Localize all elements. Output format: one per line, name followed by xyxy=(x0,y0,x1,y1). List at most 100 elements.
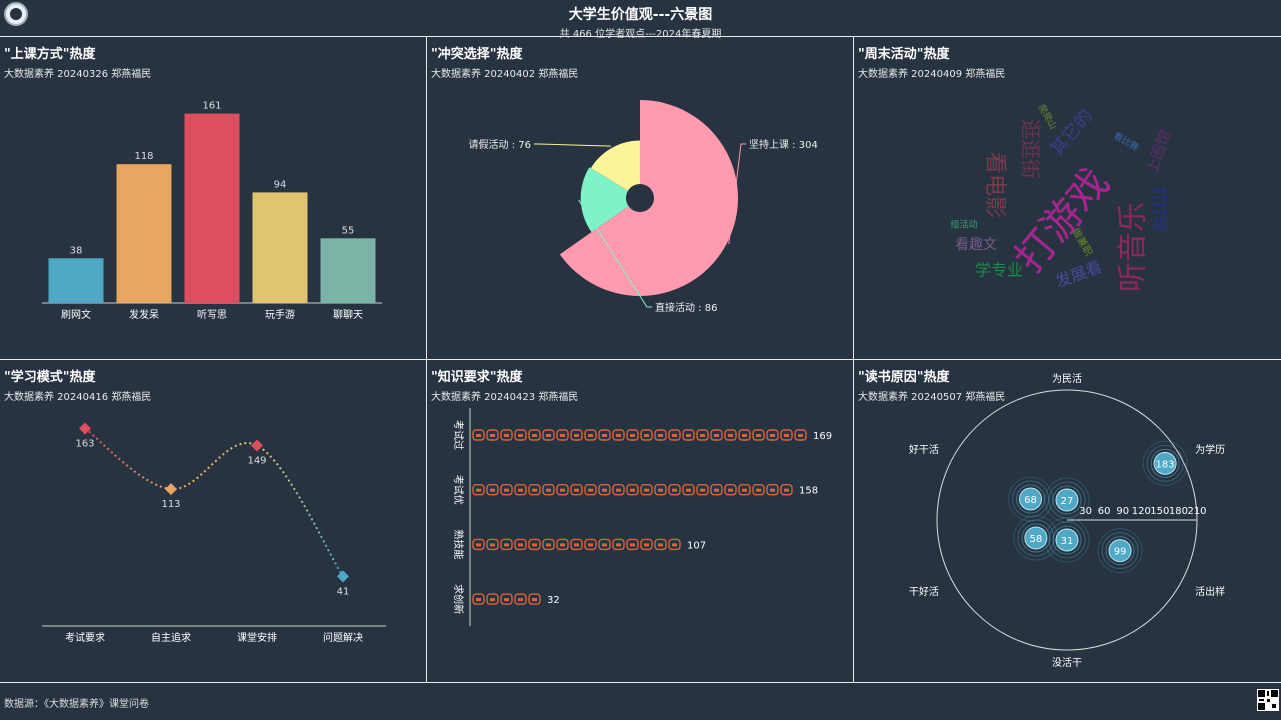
panel-subtitle: 大数据素养 20240409 郑燕福民 xyxy=(858,69,1006,80)
pictorial-symbol-core xyxy=(658,543,663,547)
bar-chart: 38 刷网文 118 发发呆 161 听写思 94 玩手游 55 聊聊天 xyxy=(42,101,382,321)
radius-tick-label: 30 xyxy=(1079,506,1092,517)
logo-icon xyxy=(4,2,28,26)
angle-axis-label: 活出样 xyxy=(1195,585,1225,598)
cloud-word: 发展看 xyxy=(1053,257,1105,291)
slice-label: 直接活动 : 86 xyxy=(655,301,717,314)
pictorial-symbol-core xyxy=(672,543,677,547)
panel-weekend-activity: "周末活动"热度 大数据素养 20240409 郑燕福民 打游戏 听音乐 看电影 逛逛… xyxy=(854,37,1281,359)
panel-subtitle: 大数据素养 20240423 郑燕福民 xyxy=(431,392,579,403)
pictorial-symbol-core xyxy=(700,488,705,492)
pictorial-symbol xyxy=(542,483,555,496)
bar xyxy=(252,192,308,303)
pictorial-symbol-core xyxy=(588,434,593,437)
radius-tick-label: 60 xyxy=(1098,506,1111,517)
pictorial-symbol xyxy=(612,483,625,496)
cloud-word: 听音乐 xyxy=(1116,202,1151,292)
pictorial-symbol-core xyxy=(518,598,523,602)
pie-slice xyxy=(559,100,738,296)
point-ripple xyxy=(1146,444,1184,482)
pictorial-symbol xyxy=(640,538,653,551)
pictorial-symbol xyxy=(696,429,709,441)
pictorial-symbol xyxy=(626,538,639,551)
pictorial-symbol xyxy=(556,429,569,441)
pictorial-symbol xyxy=(668,429,681,441)
x-tick-label: 玩手游 xyxy=(265,308,295,321)
pictorial-symbol-core xyxy=(644,434,649,437)
pictorial-symbol-core xyxy=(574,434,579,437)
pictorial-symbol xyxy=(710,429,723,441)
cloud-word: 看趣文 xyxy=(955,237,997,253)
slice-leader-line xyxy=(534,143,611,147)
pictorial-symbol-core xyxy=(756,434,761,437)
pictorial-symbol-core xyxy=(476,543,481,547)
slice-leader-line xyxy=(578,199,652,308)
pictorial-symbol xyxy=(710,483,723,496)
pie-slice xyxy=(580,167,629,233)
point-ripple xyxy=(1016,484,1046,514)
point-value-label: 58 xyxy=(1030,534,1043,545)
pictorial-symbol-core xyxy=(700,434,705,437)
pictorial-symbol xyxy=(500,593,513,605)
header: 大学生价值观---六景图 共 466 位学者观点---2024年春夏期 xyxy=(0,0,1281,40)
pictorial-symbol-core xyxy=(616,488,621,492)
pictorial-symbol xyxy=(486,483,499,496)
data-point xyxy=(165,483,177,496)
cloud-word: 组活动 xyxy=(950,219,977,231)
pictorial-symbol xyxy=(472,483,485,496)
pictorial-symbol-core xyxy=(532,434,537,437)
point-value-label: 27 xyxy=(1061,496,1074,507)
pictorial-symbol xyxy=(570,483,583,496)
cloud-word: 其它的 xyxy=(1046,105,1097,160)
pictorial-symbol xyxy=(654,538,667,551)
grid-divider-left xyxy=(426,36,427,683)
x-tick-label: 发发呆 xyxy=(129,308,159,321)
pictorial-symbol xyxy=(584,429,597,441)
pictorial-symbol-core xyxy=(658,488,663,492)
pie-slice xyxy=(590,140,640,191)
pictorial-symbol xyxy=(724,429,737,441)
pictorial-symbol-core xyxy=(588,543,593,547)
pictorial-symbol xyxy=(542,538,555,551)
pictorial-symbol xyxy=(696,483,709,496)
pictorial-symbol-core xyxy=(490,598,495,602)
pictorial-symbol-core xyxy=(560,543,565,547)
x-tick-label: 考试要求 xyxy=(65,631,105,644)
pictorial-symbol xyxy=(640,483,653,496)
pictorial-symbol-core xyxy=(742,434,747,437)
bar xyxy=(116,164,172,303)
panel-subtitle: 大数据素养 20240507 郑燕福民 xyxy=(858,392,1006,403)
bar xyxy=(320,238,376,303)
pictorial-symbol xyxy=(682,429,695,441)
pictorial-symbol-core xyxy=(504,598,509,602)
point-value-label: 99 xyxy=(1114,547,1127,558)
radius-tick-label: 90 xyxy=(1116,506,1129,517)
cloud-word: 逛逛街 xyxy=(1019,119,1043,179)
pictorial-symbol xyxy=(598,483,611,496)
cloud-word: 看比赛 xyxy=(1112,130,1141,154)
bar xyxy=(48,258,104,303)
line-chart: 163 考试要求 113 自主追求 149 课堂安排 41 问题解决 xyxy=(42,422,386,644)
cloud-word: 打打球 xyxy=(1151,186,1169,231)
scatter-point xyxy=(1024,526,1048,550)
y-tick-label: 考试过 xyxy=(452,420,465,450)
x-tick-label: 问题解决 xyxy=(323,631,363,644)
panel-subtitle: 大数据素养 20240402 郑燕福民 xyxy=(431,69,579,80)
pictorial-symbol xyxy=(556,538,569,551)
pictorial-symbol-core xyxy=(602,543,607,547)
point-ripple xyxy=(1013,515,1059,561)
pictorial-symbol xyxy=(500,429,513,441)
panel-knowledge-requirement: "知识要求"热度 大数据素养 20240423 郑燕福民 考试过 169 考试优 15… xyxy=(427,360,853,682)
pictorial-symbol-core xyxy=(616,543,621,547)
point-ripple xyxy=(1052,485,1082,515)
pictorial-symbol-core xyxy=(714,488,719,492)
pictorial-symbol xyxy=(500,538,513,551)
pictorial-symbol-core xyxy=(560,488,565,492)
pictorial-symbol xyxy=(724,483,737,496)
grid-divider-middle xyxy=(0,359,1281,360)
pictorial-symbol-core xyxy=(546,434,551,437)
pictorial-symbol-core xyxy=(532,543,537,547)
pictorial-symbol-core xyxy=(518,543,523,547)
pictorial-symbol xyxy=(626,483,639,496)
point-ripple xyxy=(1044,477,1090,523)
